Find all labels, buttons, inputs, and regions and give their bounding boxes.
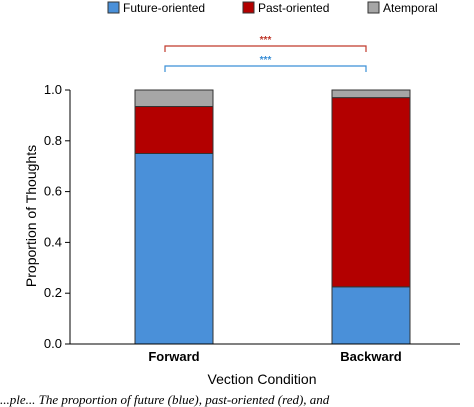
bar-segment-atemporal — [134, 89, 214, 108]
legend: Future-oriented Past-oriented Atemporal — [107, 1, 438, 15]
legend-swatch — [242, 1, 255, 14]
bar-segment-atemporal — [331, 89, 411, 99]
y-tick-label: 1.0 — [44, 82, 62, 97]
y-tick-label: 0.0 — [44, 336, 62, 351]
x-tick-label: Backward — [340, 349, 401, 364]
x-axis-title: Vection Condition — [208, 371, 317, 387]
bar-segment-future-oriented — [331, 286, 411, 345]
significance-stars: *** — [260, 35, 272, 46]
significance-bracket — [164, 65, 367, 72]
bars — [134, 89, 411, 345]
y-tick-label: 0.6 — [44, 184, 62, 199]
legend-swatch — [107, 1, 120, 14]
bar-segment-future-oriented — [134, 153, 214, 345]
y-axis: 0.0 0.2 0.4 0.6 0.8 1.0 — [44, 82, 71, 351]
figure-caption: ...ple... The proportion of future (blue… — [0, 392, 330, 407]
legend-label: Future-oriented — [123, 1, 205, 15]
legend-label: Past-oriented — [258, 1, 329, 15]
y-axis-title: Proportion of Thoughts — [23, 145, 39, 287]
significance-bracket — [164, 45, 367, 52]
y-tick-label: 0.4 — [44, 234, 62, 249]
bar-segment-past-oriented — [331, 97, 411, 288]
x-tick-label: Forward — [148, 349, 199, 364]
legend-swatch — [367, 1, 380, 14]
bar-segment-past-oriented — [134, 106, 214, 155]
y-tick-label: 0.2 — [44, 285, 62, 300]
significance-stars: *** — [260, 55, 272, 66]
significance-annotations: *** *** — [164, 35, 367, 72]
legend-label: Atemporal — [383, 1, 438, 15]
y-tick-label: 0.8 — [44, 133, 62, 148]
x-axis: Forward Backward — [70, 343, 460, 364]
